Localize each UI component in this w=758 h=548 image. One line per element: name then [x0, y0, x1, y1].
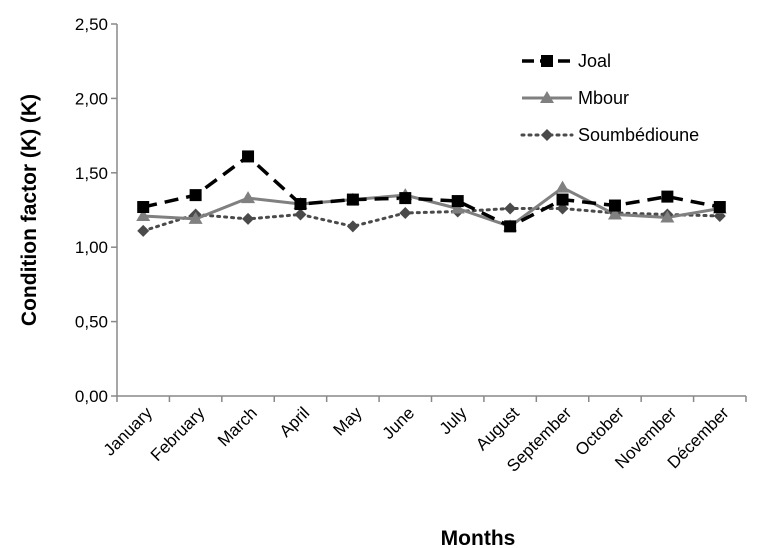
data-point-joal: [189, 189, 202, 202]
x-tick-label: March: [214, 403, 261, 450]
axes: [116, 24, 746, 397]
data-point-soumbédioune: [242, 212, 255, 225]
data-point-mbour: [555, 180, 570, 193]
data-point-joal: [504, 220, 517, 233]
data-point-joal: [713, 201, 726, 214]
x-axis-title: Months: [441, 527, 516, 548]
x-tick-label: February: [147, 403, 209, 465]
data-point-joal: [242, 150, 255, 163]
legend-marker-joal: [541, 55, 553, 67]
data-point-joal: [451, 195, 464, 208]
data-point-joal: [399, 192, 412, 205]
y-tick-label: 1,50: [75, 164, 108, 183]
y-ticks: 0,00 0,50 1,00 1,50 2,00 2,50: [75, 15, 117, 406]
series-markers: [136, 150, 727, 237]
data-point-mbour: [660, 210, 675, 223]
data-point-joal: [608, 199, 621, 212]
data-point-soumbédioune: [346, 220, 359, 233]
x-tick-label: May: [330, 403, 366, 439]
data-point-joal: [137, 201, 150, 214]
legend: Joal Mbour Soumbédioune: [520, 51, 699, 145]
data-point-joal: [346, 193, 359, 206]
x-tick-label: July: [436, 403, 471, 438]
legend-marker-mbour: [540, 91, 554, 103]
series-line-mbour: [143, 186, 721, 228]
series-lines: [141, 154, 722, 233]
data-point-mbour: [136, 208, 151, 221]
x-tick-label: August: [472, 403, 523, 454]
data-point-joal: [661, 190, 674, 203]
legend-marker-soumbédioune: [541, 129, 553, 141]
legend-label-soumbédioune: Soumbédioune: [578, 125, 699, 145]
y-tick-label: 1,00: [75, 238, 108, 257]
data-point-soumbédioune: [399, 206, 412, 219]
x-tick-label: April: [276, 403, 313, 440]
y-tick-label: 2,00: [75, 89, 108, 108]
data-point-joal: [556, 193, 569, 206]
data-point-mbour: [188, 211, 203, 224]
data-point-mbour: [607, 207, 622, 220]
data-point-mbour: [450, 201, 465, 214]
y-tick-label: 2,50: [75, 15, 108, 34]
series-line-joal: [142, 154, 721, 229]
legend-label-joal: Joal: [578, 51, 611, 71]
y-axis-title: Condition factor (K) (K): [18, 94, 41, 326]
y-tick-label: 0,00: [75, 387, 108, 406]
x-tick-label: June: [379, 403, 419, 443]
legend-label-mbour: Mbour: [578, 88, 629, 108]
data-point-joal: [294, 198, 307, 211]
y-tick-label: 0,50: [75, 313, 108, 332]
data-point-soumbédioune: [137, 224, 150, 237]
data-point-soumbédioune: [294, 208, 307, 221]
series-line-soumbédioune: [141, 207, 722, 233]
data-point-mbour: [241, 191, 256, 204]
data-point-soumbédioune: [504, 202, 517, 215]
